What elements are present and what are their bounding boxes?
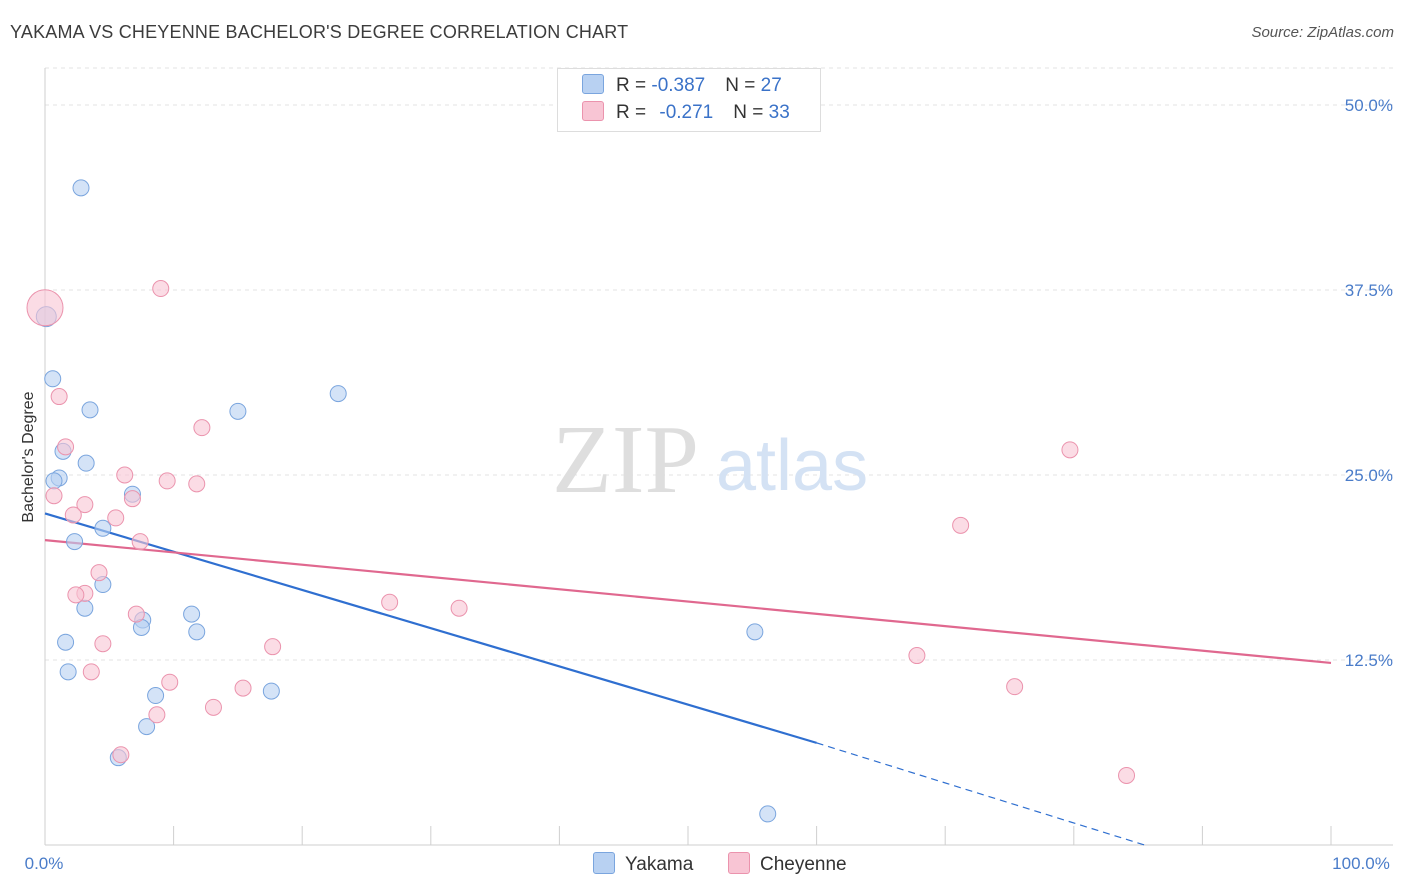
y-tick-label: 25.0% <box>1345 466 1393 485</box>
cheyenne-r-label: R = <box>616 102 652 123</box>
legend-row-yakama: R = -0.387 N = 27 <box>582 74 782 100</box>
y-tick-label: 37.5% <box>1345 281 1393 300</box>
yakama-n-label: N = <box>725 75 761 96</box>
watermark-atlas: atlas <box>716 426 868 506</box>
cheyenne-point <box>64 506 82 524</box>
cheyenne-point <box>94 635 112 653</box>
cheyenne-point <box>90 564 108 582</box>
cheyenne-point <box>1118 766 1136 784</box>
y-tick-labels: 12.5% 25.0% 37.5% 50.0% <box>1345 96 1393 670</box>
data-points <box>26 179 1136 823</box>
yakama-point <box>72 179 90 197</box>
yakama-r-label: R = <box>616 75 652 96</box>
y-axis-label: Bachelor's Degree <box>20 391 37 522</box>
grid-lines <box>45 67 1393 661</box>
yakama-point <box>57 633 75 651</box>
cheyenne-r-value: -0.271 <box>659 102 714 123</box>
cheyenne-point <box>158 472 176 490</box>
yakama-point <box>45 472 63 490</box>
cheyenne-point <box>131 533 149 551</box>
cheyenne-point <box>264 638 282 656</box>
stats-legend: R = -0.387 N = 27 R = -0.271 N = 33 <box>557 68 821 132</box>
chart-title: YAKAMA VS CHEYENNE BACHELOR'S DEGREE COR… <box>10 22 629 42</box>
cheyenne-point <box>193 419 211 437</box>
cheyenne-point <box>450 599 468 617</box>
source-credit: Source: ZipAtlas.com <box>1251 24 1394 41</box>
legend-row-cheyenne: R = -0.271 N = 33 <box>582 101 790 127</box>
cheyenne-point <box>1006 678 1024 696</box>
yakama-point <box>77 454 95 472</box>
cheyenne-point <box>107 509 125 527</box>
yakama-trend-extension <box>816 742 1145 846</box>
yakama-legend-swatch <box>593 852 615 874</box>
cheyenne-n-value: 33 <box>768 102 790 123</box>
x-tick-label-min: 0.0% <box>25 854 64 873</box>
yakama-point <box>81 401 99 419</box>
cheyenne-point <box>1061 441 1079 459</box>
cheyenne-point <box>26 289 64 327</box>
cheyenne-n-label: N = <box>733 102 769 123</box>
yakama-point <box>147 687 165 705</box>
yakama-point <box>66 533 84 551</box>
yakama-r-value: -0.387 <box>651 75 706 96</box>
cheyenne-point <box>188 475 206 493</box>
x-tick-label-max: 100.0% <box>1332 854 1390 873</box>
yakama-legend-label: Yakama <box>625 854 694 875</box>
cheyenne-point <box>76 496 94 514</box>
cheyenne-point <box>381 593 399 611</box>
cheyenne-point <box>234 679 252 697</box>
bottom-legend-yakama: Yakama <box>593 852 693 876</box>
cheyenne-point <box>57 438 75 456</box>
cheyenne-trend-line <box>44 539 1332 665</box>
cheyenne-point <box>152 280 170 298</box>
y-tick-label: 50.0% <box>1345 96 1393 115</box>
yakama-point <box>94 519 112 537</box>
cheyenne-point <box>116 466 134 484</box>
bottom-legend-cheyenne: Cheyenne <box>728 852 847 876</box>
cheyenne-point <box>50 388 68 406</box>
yakama-point <box>59 663 77 681</box>
yakama-point <box>759 805 777 823</box>
yakama-point <box>138 718 156 736</box>
yakama-point <box>329 385 347 403</box>
x-ticks <box>44 826 1332 845</box>
yakama-point <box>746 623 764 641</box>
cheyenne-point <box>161 673 179 691</box>
cheyenne-point <box>148 706 166 724</box>
yakama-swatch <box>582 74 604 94</box>
yakama-point <box>229 402 247 420</box>
cheyenne-swatch <box>582 101 604 121</box>
y-tick-label: 12.5% <box>1345 651 1393 670</box>
cheyenne-point <box>67 586 85 604</box>
cheyenne-point <box>952 516 970 534</box>
cheyenne-point <box>204 698 222 716</box>
cheyenne-point <box>82 663 100 681</box>
yakama-n-value: 27 <box>760 75 782 96</box>
watermark-zip: ZIP <box>552 406 699 514</box>
trend-lines <box>44 512 1332 846</box>
cheyenne-legend-label: Cheyenne <box>760 854 847 875</box>
cheyenne-legend-swatch <box>728 852 750 874</box>
yakama-point <box>183 605 201 623</box>
cheyenne-point <box>45 487 63 505</box>
yakama-point <box>188 623 206 641</box>
cheyenne-point <box>123 490 141 508</box>
cheyenne-point <box>112 746 130 764</box>
cheyenne-point <box>908 647 926 665</box>
cheyenne-point <box>127 605 145 623</box>
axes <box>44 68 1393 846</box>
yakama-point <box>262 682 280 700</box>
yakama-point <box>44 370 62 388</box>
